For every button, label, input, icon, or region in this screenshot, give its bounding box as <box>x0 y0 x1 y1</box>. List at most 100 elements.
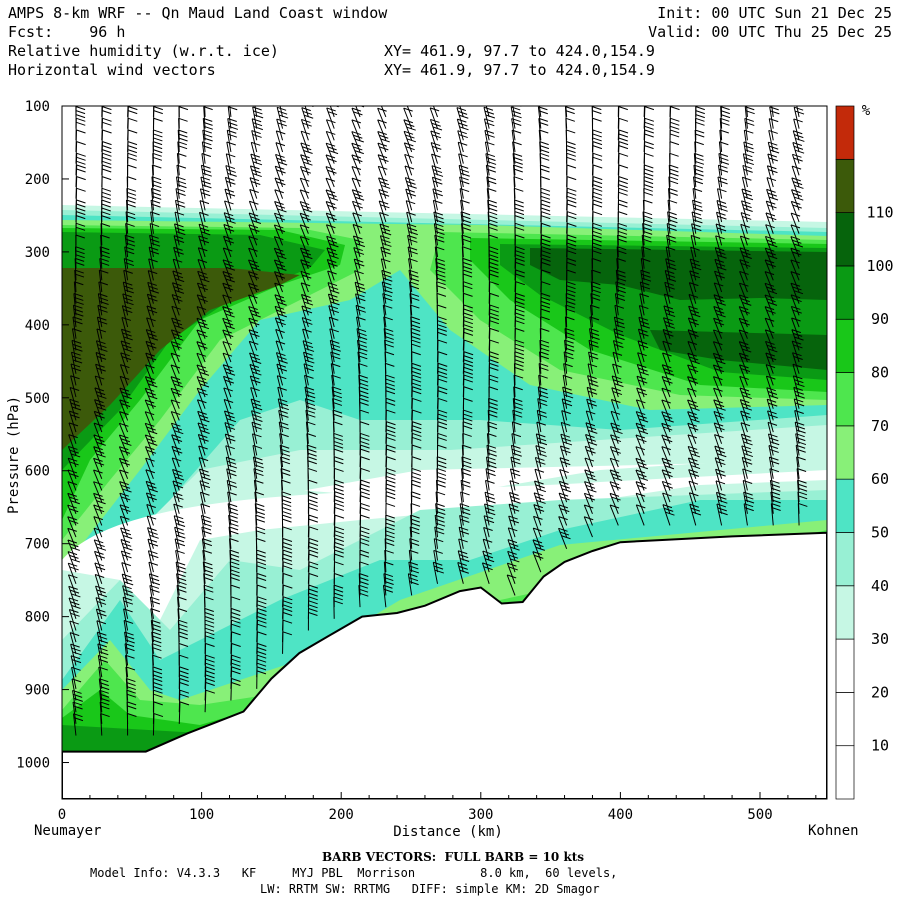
barb-feather <box>309 549 319 554</box>
wind-barb <box>717 164 729 188</box>
barb-feather <box>308 565 319 570</box>
barb-feather <box>486 499 496 504</box>
barb-staff <box>743 492 748 514</box>
barb-feather <box>795 95 804 98</box>
barb-staff <box>485 468 490 491</box>
barb-feather <box>351 131 361 136</box>
barb-feather <box>307 460 317 465</box>
wind-barb <box>327 270 337 293</box>
wind-barb <box>73 281 84 304</box>
barb-feather <box>645 99 654 102</box>
barb-feather <box>535 546 546 551</box>
wind-barb <box>198 235 210 258</box>
barb-feather <box>513 397 523 402</box>
barb-feather <box>255 526 266 531</box>
barb-staff <box>485 165 490 188</box>
barb-staff <box>329 328 335 351</box>
barb-feather <box>173 383 184 388</box>
barb-feather <box>148 395 158 400</box>
barb-staff <box>458 538 464 561</box>
barb-feather <box>199 383 210 388</box>
barb-staff <box>533 504 542 526</box>
barb-feather <box>589 343 599 348</box>
barb-staff <box>408 270 413 293</box>
barb-feather <box>277 255 287 260</box>
barb-feather <box>592 195 603 200</box>
barb-feather <box>75 234 85 239</box>
barb-feather <box>610 422 620 427</box>
barb-feather <box>514 343 525 348</box>
barb-feather <box>585 445 595 450</box>
wind-barb <box>122 281 135 304</box>
barb-feather <box>125 222 135 227</box>
wind-barb <box>146 293 158 316</box>
barb-feather <box>615 324 625 329</box>
barb-feather <box>334 541 344 546</box>
barb-feather <box>433 192 443 197</box>
barb-feather <box>274 305 285 310</box>
barb-feather <box>380 246 391 251</box>
barb-feather <box>694 156 704 161</box>
barb-feather <box>96 500 106 505</box>
barb-feather <box>301 293 311 298</box>
barb-staff <box>381 281 387 304</box>
barb-feather <box>435 518 445 523</box>
barb-staff <box>226 141 232 164</box>
barb-feather <box>385 390 396 395</box>
barb-feather <box>334 561 344 566</box>
barb-feather <box>279 421 289 426</box>
barb-feather <box>794 149 805 154</box>
barb-feather <box>535 496 545 501</box>
wind-barb <box>668 187 678 211</box>
barb-feather <box>687 364 697 369</box>
barb-feather <box>152 184 162 189</box>
barb-staff <box>640 270 645 293</box>
barb-feather <box>486 444 497 449</box>
barb-feather <box>198 286 208 291</box>
barb-feather <box>637 364 647 368</box>
barb-staff <box>274 271 284 293</box>
wind-barb <box>150 608 160 631</box>
barb-feather <box>122 332 132 337</box>
barb-feather <box>484 519 495 524</box>
barb-feather <box>174 325 184 330</box>
wind-barb <box>305 421 316 444</box>
barb-feather <box>300 189 310 194</box>
barb-feather <box>564 327 575 332</box>
barb-feather <box>739 247 750 252</box>
barb-feather <box>71 406 82 411</box>
wind-barb <box>561 398 573 421</box>
barb-feather <box>437 370 448 375</box>
barb-feather <box>409 549 419 554</box>
barb-feather <box>718 164 728 169</box>
barb-feather <box>120 515 130 520</box>
barb-feather <box>173 472 183 477</box>
barb-feather <box>95 375 105 380</box>
barb-staff <box>694 129 697 152</box>
barb-feather <box>69 496 79 501</box>
barb-feather <box>230 573 240 577</box>
barb-feather <box>199 200 210 205</box>
wind-barb <box>124 234 136 258</box>
barb-feather <box>462 265 473 270</box>
barb-feather <box>484 129 495 134</box>
barb-feather <box>793 130 803 135</box>
barb-staff <box>198 445 206 468</box>
barb-feather <box>301 282 311 287</box>
barb-feather <box>584 457 595 462</box>
barb-feather <box>122 573 132 578</box>
barb-feather <box>558 504 569 509</box>
barb-staff <box>380 247 387 269</box>
barb-feather <box>687 352 697 357</box>
barb-staff <box>379 212 387 234</box>
barb-feather <box>128 117 138 122</box>
barb-feather <box>540 176 550 181</box>
barb-staff <box>611 387 619 409</box>
barb-feather <box>256 553 266 558</box>
barb-staff <box>378 200 387 223</box>
barb-feather <box>152 180 162 185</box>
barb-staff <box>121 317 129 339</box>
barb-feather <box>541 222 551 227</box>
barb-feather <box>515 304 525 309</box>
barb-feather <box>326 224 336 229</box>
